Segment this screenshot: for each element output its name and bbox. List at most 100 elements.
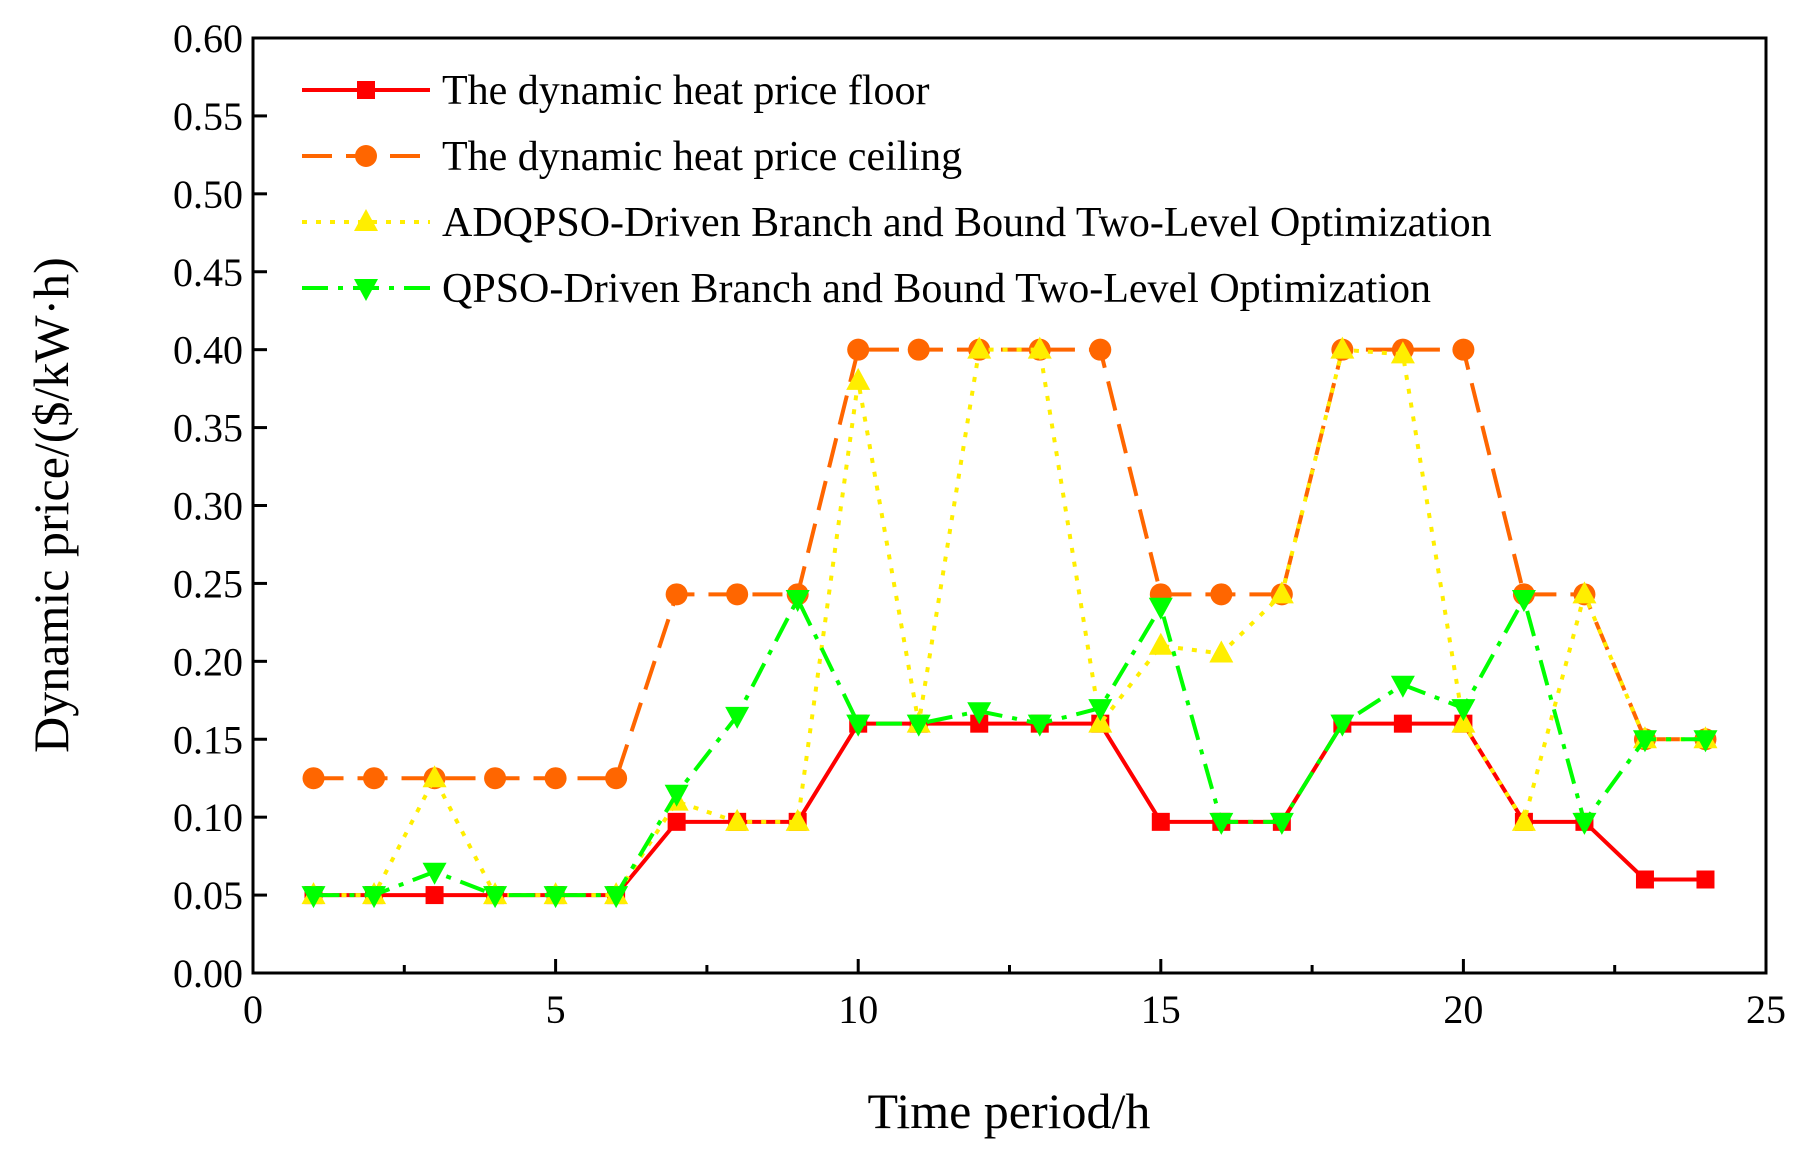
data-point: [1511, 808, 1536, 831]
legend-item: QPSO-Driven Branch and Bound Two-Level O…: [302, 266, 1431, 312]
x-axis: 0 5 10 15 20 25: [243, 959, 1786, 1032]
y-tick-label: 0.45: [173, 250, 243, 295]
data-point: [1210, 583, 1233, 606]
data-point: [302, 767, 325, 790]
data-point: [1511, 590, 1536, 612]
legend-label: The dynamic heat price ceiling: [442, 134, 962, 180]
y-tick-label: 0.00: [173, 951, 243, 996]
y-tick-label: 0.05: [173, 873, 243, 918]
data-point: [1148, 632, 1173, 655]
data-point: [1269, 581, 1294, 604]
data-point: [1209, 812, 1234, 835]
series-layer: [301, 336, 1718, 909]
data-point: [847, 338, 870, 361]
data-point: [363, 767, 386, 790]
data-point: [907, 338, 930, 361]
data-point: [1330, 714, 1355, 737]
x-axis-title: Time period/h: [868, 1083, 1151, 1139]
legend-marker: [354, 279, 378, 301]
series-line: [313, 597, 1706, 898]
y-tick-label: 0.10: [173, 795, 243, 840]
x-tick-label: 25: [1746, 987, 1786, 1032]
data-point: [422, 862, 447, 885]
x-tick-label: 0: [243, 987, 263, 1032]
data-point: [1269, 812, 1294, 835]
data-point: [605, 767, 628, 790]
legend-label: QPSO-Driven Branch and Bound Two-Level O…: [442, 266, 1431, 312]
data-point: [1572, 581, 1597, 604]
legend-item: The dynamic heat price ceiling: [302, 134, 962, 180]
y-tick-label: 0.50: [173, 172, 243, 217]
legend-item: The dynamic heat price floor: [302, 68, 929, 114]
data-point: [1696, 870, 1715, 889]
y-tick-label: 0.30: [173, 484, 243, 529]
y-tick-label: 0.40: [173, 328, 243, 373]
data-point: [667, 812, 686, 831]
data-point: [725, 706, 750, 729]
x-tick-label: 5: [546, 987, 566, 1032]
legend: The dynamic heat price floor The dynamic …: [302, 68, 1492, 312]
data-point: [1209, 640, 1234, 663]
series-line: [313, 347, 1706, 781]
series-1: [304, 714, 1715, 905]
y-axis: 0.00 0.05 0.10 0.15 0.20 0.25 0.30 0.35 0.40 0.45…: [173, 16, 267, 996]
data-point: [1693, 730, 1718, 753]
data-point: [725, 808, 750, 831]
data-point: [846, 367, 871, 390]
legend-item: ADQPSO-Driven Branch and Bound Two-Level…: [302, 200, 1492, 246]
data-point: [1088, 710, 1113, 733]
y-tick-label: 0.35: [173, 406, 243, 451]
series-2: [302, 338, 1717, 790]
data-point: [1390, 341, 1415, 364]
y-tick-label: 0.60: [173, 16, 243, 61]
legend-marker: [357, 81, 375, 99]
data-point: [1390, 675, 1415, 698]
y-axis-title: Dynamic price/($/kW·h): [23, 257, 79, 753]
legend-label: The dynamic heat price floor: [442, 68, 929, 114]
data-point: [425, 886, 444, 905]
data-point: [785, 590, 810, 612]
series-3: [301, 336, 1718, 905]
series-line: [313, 347, 1706, 898]
data-point: [1148, 597, 1173, 620]
data-point: [544, 767, 567, 790]
data-point: [1452, 338, 1475, 361]
data-point: [1027, 714, 1052, 737]
series-4: [301, 590, 1718, 909]
data-point: [967, 336, 992, 359]
y-tick-label: 0.25: [173, 561, 243, 606]
data-point: [1632, 730, 1657, 753]
data-point: [1089, 338, 1112, 361]
y-tick-label: 0.20: [173, 639, 243, 684]
data-point: [1451, 710, 1476, 733]
data-point: [1027, 336, 1052, 359]
data-point: [422, 765, 447, 788]
data-point: [1451, 699, 1476, 722]
data-point: [1330, 336, 1355, 359]
data-point: [785, 808, 810, 831]
data-point: [484, 767, 507, 790]
legend-marker: [354, 209, 378, 231]
data-point: [1572, 812, 1597, 835]
data-point: [543, 886, 568, 909]
data-point: [1088, 699, 1113, 722]
data-point: [1151, 812, 1170, 831]
legend-marker: [355, 145, 377, 167]
data-point: [483, 886, 508, 909]
y-tick-label: 0.55: [173, 94, 243, 139]
data-point: [604, 886, 629, 909]
data-point: [665, 583, 688, 606]
data-point: [301, 886, 326, 909]
legend-label: ADQPSO-Driven Branch and Bound Two-Level…: [442, 200, 1492, 246]
data-point: [1393, 714, 1412, 733]
y-tick-label: 0.15: [173, 717, 243, 762]
data-point: [362, 886, 387, 909]
x-tick-label: 10: [838, 987, 878, 1032]
data-point: [726, 583, 749, 606]
data-point: [967, 702, 992, 725]
data-point: [846, 714, 871, 737]
series-line: [313, 721, 1706, 898]
data-point: [906, 714, 931, 737]
x-tick-label: 15: [1141, 987, 1181, 1032]
